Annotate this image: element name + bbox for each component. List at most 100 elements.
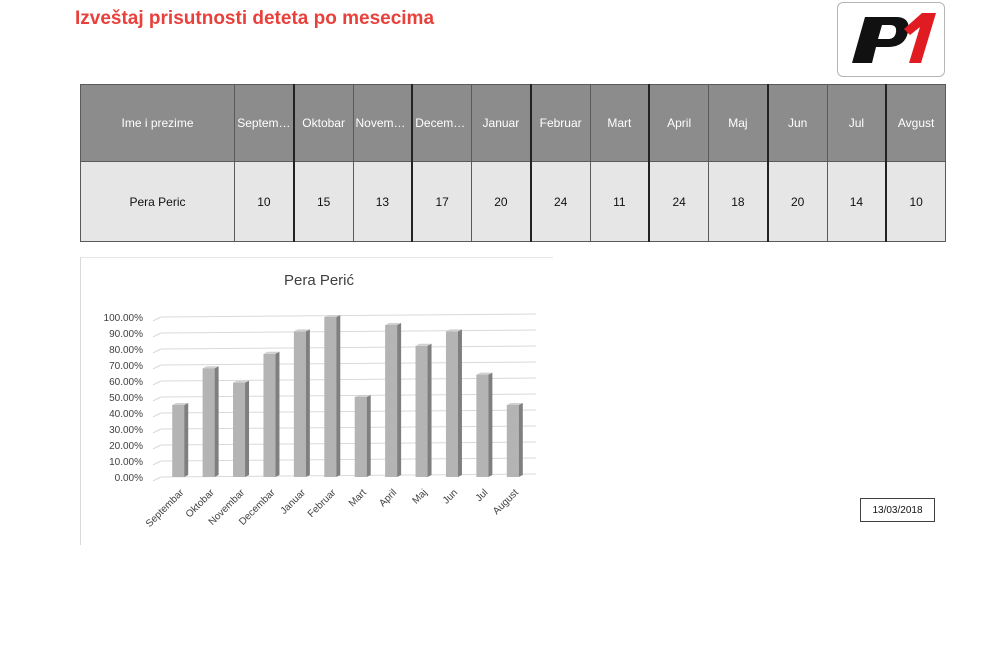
x-tick-label: Februar bbox=[306, 487, 339, 520]
bar-top bbox=[385, 323, 402, 325]
x-tick-label: April bbox=[377, 487, 399, 509]
month-header: Mart bbox=[589, 84, 650, 162]
month-header: Septem… bbox=[233, 84, 295, 162]
value-cell: 10 bbox=[233, 161, 295, 242]
bar-side bbox=[397, 323, 402, 477]
month-header: Februar bbox=[529, 84, 591, 162]
month-header: Jun bbox=[766, 84, 828, 162]
value-cell: 18 bbox=[707, 161, 769, 242]
gridline bbox=[152, 316, 162, 322]
month-header: Januar bbox=[470, 84, 532, 162]
value-cell: 20 bbox=[766, 161, 828, 242]
month-header: Avgust bbox=[885, 84, 947, 162]
bar-top bbox=[172, 403, 189, 405]
value-cell: 24 bbox=[529, 161, 591, 242]
bar bbox=[354, 397, 367, 477]
bar bbox=[263, 353, 276, 477]
bar-top bbox=[476, 372, 493, 375]
attendance-table: Ime i prezime Septem… Oktobar Novembar D… bbox=[80, 84, 947, 242]
y-tick-label: 30.00% bbox=[109, 425, 143, 436]
value-cell: 15 bbox=[292, 161, 354, 242]
bar-top bbox=[263, 351, 280, 354]
attendance-chart[interactable]: Pera Perić 0.00% 10.00% 20.00% 30.00% 40.00%… bbox=[80, 257, 553, 545]
bar bbox=[233, 382, 246, 477]
x-tick-label: Jun bbox=[441, 487, 460, 506]
month-header: April bbox=[648, 84, 710, 162]
x-tick-label: Maj bbox=[410, 487, 429, 506]
y-tick-label: 40.00% bbox=[109, 409, 143, 420]
value-cell: 10 bbox=[885, 161, 947, 242]
x-tick-label: Mart bbox=[347, 487, 369, 509]
gridline bbox=[152, 476, 162, 482]
value-cell: 14 bbox=[826, 161, 887, 242]
gridline bbox=[160, 441, 537, 446]
month-header: Novembar bbox=[352, 84, 413, 162]
gridline bbox=[160, 393, 537, 398]
y-tick-label: 50.00% bbox=[109, 393, 143, 404]
x-tick-label: August bbox=[491, 487, 521, 517]
bar bbox=[476, 374, 489, 477]
bar-side bbox=[488, 372, 493, 477]
gridline bbox=[152, 460, 162, 466]
gridline bbox=[152, 348, 162, 354]
gridline bbox=[160, 329, 537, 334]
bar bbox=[172, 405, 185, 477]
gridline bbox=[160, 313, 537, 318]
month-header: Jul bbox=[826, 84, 887, 162]
gridline bbox=[160, 409, 537, 414]
x-tick-label: Januar bbox=[279, 487, 309, 517]
bar bbox=[506, 405, 519, 477]
bar-side bbox=[275, 351, 280, 477]
gridline bbox=[152, 380, 162, 386]
bar bbox=[445, 331, 458, 477]
y-tick-label: 70.00% bbox=[109, 361, 143, 372]
y-tick-label: 100.00% bbox=[104, 313, 144, 324]
name-column-header: Ime i prezime bbox=[80, 84, 235, 162]
value-cell: 11 bbox=[589, 161, 650, 242]
month-header: Maj bbox=[707, 84, 769, 162]
value-cell: 13 bbox=[352, 161, 413, 242]
gridline bbox=[160, 377, 537, 382]
value-cell: 17 bbox=[411, 161, 473, 242]
gridline bbox=[152, 396, 162, 402]
table-row: Pera Peric 10 15 13 17 20 24 11 24 18 20… bbox=[80, 161, 947, 242]
table-header-row: Ime i prezime Septem… Oktobar Novembar D… bbox=[80, 84, 947, 162]
p1-logo-icon bbox=[852, 13, 936, 63]
report-title: Izveštaj prisutnosti deteta po mesecima bbox=[75, 8, 435, 29]
child-name-cell: Pera Peric bbox=[80, 161, 235, 242]
bar bbox=[415, 345, 428, 477]
month-header: Oktobar bbox=[292, 84, 354, 162]
value-cell: 20 bbox=[470, 161, 532, 242]
bar-side bbox=[518, 403, 523, 477]
gridline bbox=[152, 332, 162, 338]
bar-side bbox=[336, 315, 341, 477]
chart-canvas: Pera Perić 0.00% 10.00% 20.00% 30.00% 40.00%… bbox=[104, 272, 537, 530]
bar-top bbox=[324, 315, 341, 317]
bar-side bbox=[245, 380, 250, 477]
bar-top bbox=[354, 395, 371, 397]
bar-top bbox=[202, 366, 219, 369]
gridline bbox=[160, 473, 537, 478]
y-tick-label: 20.00% bbox=[109, 441, 143, 452]
month-header: Decembar bbox=[411, 84, 473, 162]
bar bbox=[202, 368, 215, 477]
bar-top bbox=[506, 403, 523, 405]
y-tick-label: 90.00% bbox=[109, 329, 143, 340]
bar-side bbox=[214, 366, 219, 477]
bar bbox=[293, 331, 306, 477]
bar-top bbox=[233, 380, 250, 383]
bar-side bbox=[184, 403, 189, 477]
x-tick-label: Jul bbox=[474, 487, 491, 504]
bar-top bbox=[293, 329, 310, 332]
gridline bbox=[152, 428, 162, 434]
bar bbox=[324, 317, 337, 477]
bar-top bbox=[415, 343, 432, 346]
gridline bbox=[152, 444, 162, 450]
y-tick-label: 80.00% bbox=[109, 345, 143, 356]
y-tick-label: 10.00% bbox=[109, 457, 143, 468]
bar bbox=[385, 325, 398, 477]
bar-side bbox=[457, 329, 462, 477]
gridline bbox=[160, 425, 537, 430]
gridline bbox=[160, 361, 537, 366]
gridline bbox=[152, 364, 162, 370]
